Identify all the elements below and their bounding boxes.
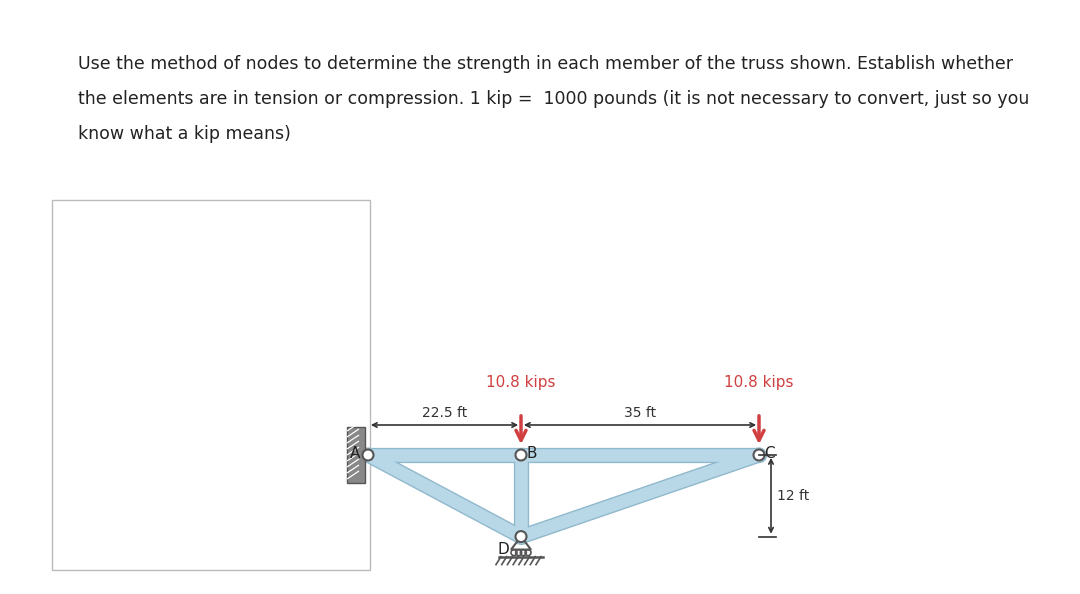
Text: B: B bbox=[526, 446, 537, 460]
Text: know what a kip means): know what a kip means) bbox=[78, 125, 291, 143]
Bar bbox=[347, 427, 365, 483]
Text: 35 ft: 35 ft bbox=[624, 406, 656, 420]
Circle shape bbox=[515, 450, 527, 460]
Text: 10.8 kips: 10.8 kips bbox=[486, 375, 556, 390]
Text: D: D bbox=[497, 542, 509, 557]
Circle shape bbox=[754, 450, 765, 460]
Text: A: A bbox=[350, 446, 360, 460]
Text: the elements are in tension or compression. 1 kip =  1000 pounds (it is not nece: the elements are in tension or compressi… bbox=[78, 90, 1029, 108]
Bar bbox=[52, 200, 370, 570]
Text: 12 ft: 12 ft bbox=[777, 489, 809, 503]
Text: Use the method of nodes to determine the strength in each member of the truss sh: Use the method of nodes to determine the… bbox=[78, 55, 1013, 73]
Circle shape bbox=[363, 450, 374, 460]
Text: 22.5 ft: 22.5 ft bbox=[422, 406, 468, 420]
Text: C: C bbox=[764, 446, 774, 460]
Circle shape bbox=[515, 531, 527, 542]
Text: 10.8 kips: 10.8 kips bbox=[725, 375, 794, 390]
